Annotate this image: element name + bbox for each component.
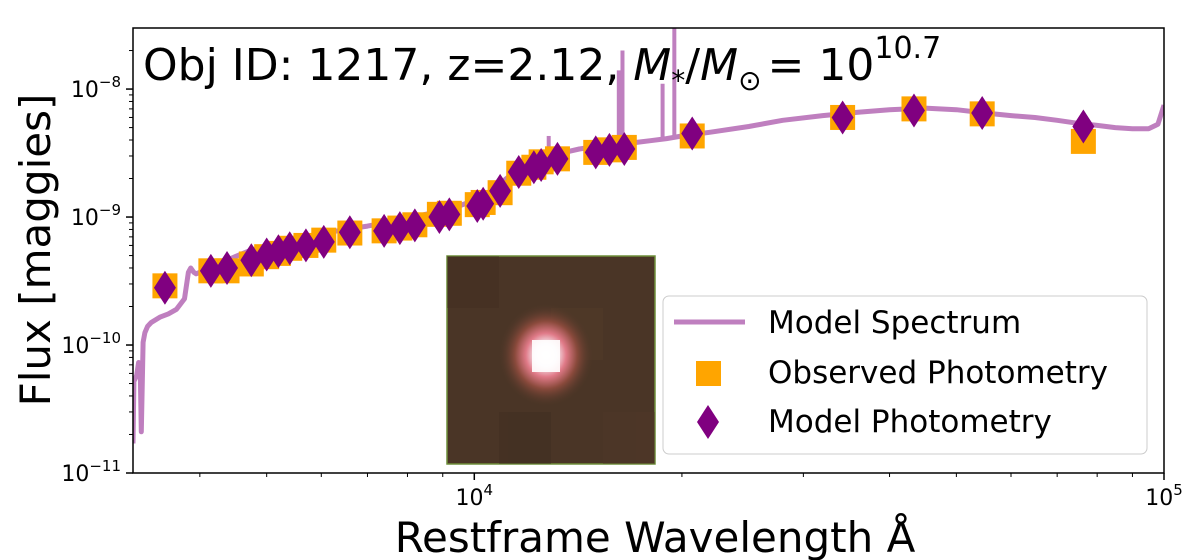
model-point bbox=[338, 215, 361, 250]
model-point bbox=[153, 270, 176, 305]
model-point bbox=[312, 224, 335, 259]
model-point bbox=[681, 116, 704, 151]
model-point bbox=[472, 186, 495, 221]
model-point bbox=[438, 197, 461, 232]
model-point bbox=[216, 250, 239, 285]
model-point bbox=[598, 132, 621, 167]
x-tick-label-0: 104 bbox=[456, 481, 494, 511]
model-point bbox=[489, 173, 512, 208]
legend-entry-model: Model Photometry bbox=[697, 404, 1052, 440]
model-point bbox=[831, 100, 854, 135]
y-axis-ticks: 10−11 10−10 10−9 10−8 bbox=[61, 73, 133, 487]
model-point bbox=[507, 154, 530, 189]
x-axis-ticks: 104 105 bbox=[456, 473, 1183, 511]
model-point bbox=[530, 148, 553, 183]
x-axis-label: Restframe Wavelength Å bbox=[395, 512, 916, 560]
model-point bbox=[240, 243, 263, 278]
x-tick-label-1: 105 bbox=[1145, 481, 1183, 511]
model-point bbox=[1072, 109, 1095, 144]
model-point bbox=[388, 211, 411, 246]
model-point bbox=[403, 208, 426, 243]
model-photometry-layer bbox=[153, 93, 1095, 305]
inset-texture bbox=[447, 256, 655, 464]
y-tick-label-0: 10−11 bbox=[61, 457, 121, 487]
legend-observed-swatch bbox=[696, 361, 721, 386]
y-tick-label-3: 10−8 bbox=[71, 73, 121, 103]
legend-entry-spectrum: Model Spectrum bbox=[674, 305, 1021, 341]
legend: Model Spectrum Observed Photometry Model… bbox=[662, 295, 1148, 455]
axes-frame bbox=[132, 27, 1165, 474]
model-point bbox=[971, 96, 994, 131]
legend-box bbox=[662, 295, 1148, 455]
legend-entry-observed: Observed Photometry bbox=[696, 355, 1108, 391]
legend-model-swatch bbox=[697, 405, 719, 439]
model-point bbox=[278, 231, 301, 266]
y-tick-label-2: 10−9 bbox=[71, 201, 121, 231]
legend-observed-label: Observed Photometry bbox=[768, 355, 1108, 391]
galaxy-core bbox=[532, 340, 560, 372]
galaxy-inset bbox=[446, 255, 656, 465]
model-point bbox=[584, 135, 607, 170]
y-tick-label-1: 10−10 bbox=[61, 329, 121, 359]
model-point bbox=[613, 132, 636, 167]
model-point bbox=[294, 228, 317, 263]
legend-spectrum-label: Model Spectrum bbox=[768, 305, 1021, 341]
y-axis-label: Flux [maggies] bbox=[11, 94, 60, 407]
model-point bbox=[902, 93, 925, 128]
chart-title: Obj ID: 1217, z=2.12, M*/M⊙ = 1010.7 bbox=[143, 31, 941, 97]
legend-model-label: Model Photometry bbox=[768, 404, 1052, 440]
model-point bbox=[373, 213, 396, 248]
model-point bbox=[546, 141, 569, 176]
model-point bbox=[199, 253, 222, 288]
